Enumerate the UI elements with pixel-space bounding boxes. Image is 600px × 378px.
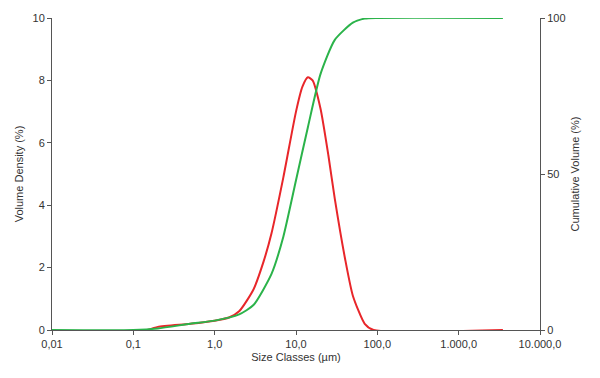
svg-text:10,0: 10,0 — [285, 338, 306, 350]
svg-text:0: 0 — [547, 324, 553, 336]
svg-text:Cumulative Volume (%): Cumulative Volume (%) — [569, 117, 581, 232]
svg-text:0,1: 0,1 — [126, 338, 141, 350]
svg-text:10: 10 — [33, 12, 45, 24]
svg-text:10.000,0: 10.000,0 — [519, 338, 562, 350]
svg-text:1.000,0: 1.000,0 — [440, 338, 477, 350]
svg-text:100,0: 100,0 — [364, 338, 392, 350]
svg-text:0: 0 — [39, 324, 45, 336]
svg-text:Size Classes (µm): Size Classes (µm) — [251, 351, 340, 363]
svg-text:100: 100 — [547, 12, 565, 24]
svg-text:1,0: 1,0 — [207, 338, 222, 350]
svg-text:6: 6 — [39, 137, 45, 149]
svg-text:50: 50 — [547, 168, 559, 180]
svg-text:4: 4 — [39, 199, 45, 211]
svg-text:2: 2 — [39, 261, 45, 273]
svg-text:8: 8 — [39, 74, 45, 86]
svg-text:0,01: 0,01 — [41, 338, 62, 350]
svg-text:Volume Density (%): Volume Density (%) — [13, 126, 25, 223]
